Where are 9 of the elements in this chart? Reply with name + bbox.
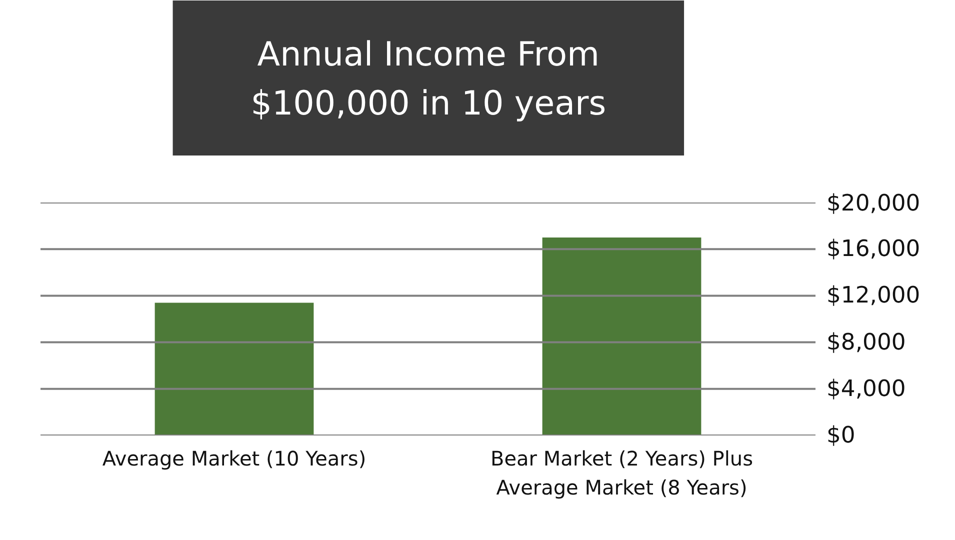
y-tick-label: $8,000 [826, 329, 906, 356]
y-tick-label: $4,000 [826, 376, 906, 402]
x-tick-label: Bear Market (2 Years) Plus Average Market (8 Years) [490, 446, 754, 500]
y-tick-label: $12,000 [826, 282, 920, 309]
x-tick-label: Average Market (10 Years) [102, 446, 366, 470]
chart-title: Annual Income From $100,000 in 10 years [250, 34, 606, 122]
y-tick-label: $0 [826, 422, 856, 448]
y-tick-label: $16,000 [826, 236, 920, 262]
y-tick-label: $20,000 [826, 190, 920, 216]
